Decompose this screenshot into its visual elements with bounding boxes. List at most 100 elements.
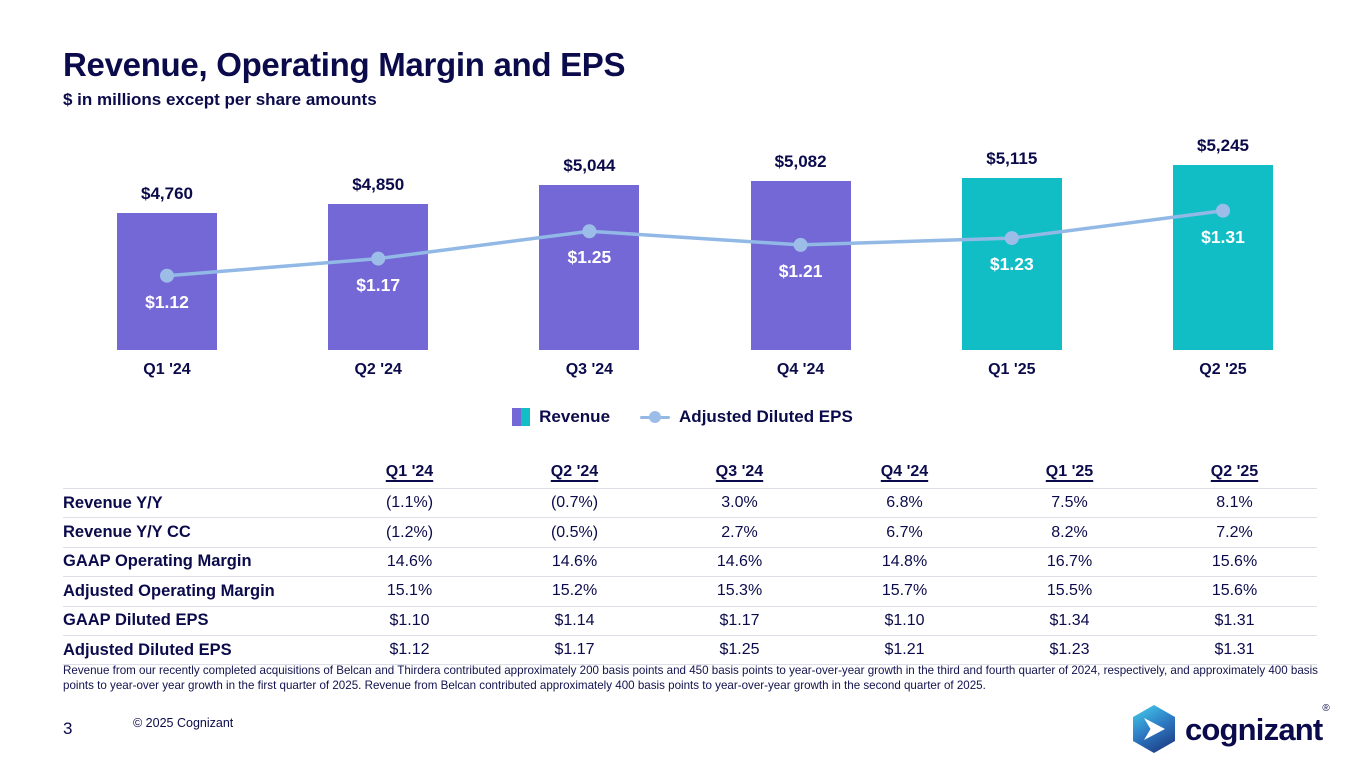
eps-line-marker-icon	[640, 410, 671, 424]
eps-line	[166, 208, 1224, 278]
revenue-value-label: $4,760	[141, 183, 193, 203]
eps-point	[1004, 231, 1019, 246]
chart-legend: Revenue Adjusted Diluted EPS	[0, 407, 1365, 427]
revenue-value-label: $5,082	[774, 152, 827, 172]
revenue-value-label: $4,850	[352, 175, 405, 195]
eps-line-chart	[160, 203, 1230, 283]
table-value-cell: 2.7%	[721, 523, 758, 541]
table-value-cell: 15.1%	[386, 582, 433, 600]
chart-bar	[961, 177, 1062, 350]
eps-point	[160, 268, 174, 283]
revenue-swatch-icon	[512, 408, 531, 426]
footnote: Revenue from our recently completed acqu…	[63, 664, 1318, 693]
legend-item-revenue: Revenue	[512, 407, 610, 427]
eps-point	[1216, 203, 1230, 218]
eps-point	[371, 251, 386, 266]
chart-bar	[328, 204, 429, 350]
cognizant-logo: cognizant®	[1131, 702, 1330, 754]
table-value-cell: 7.5%	[1051, 494, 1088, 512]
table-value-cell: $1.10	[884, 611, 925, 629]
table-value-cell: 15.3%	[716, 582, 763, 600]
x-axis-label: Q4 '24	[776, 361, 825, 378]
legend-item-eps: Adjusted Diluted EPS	[640, 407, 853, 427]
eps-value-label: $1.23	[989, 254, 1034, 275]
table-column-header: Q1 '25	[1045, 463, 1094, 480]
table-value-cell: 14.6%	[386, 552, 433, 570]
eps-value-label: $1.12	[145, 291, 189, 312]
table-value-cell: 8.2%	[1051, 523, 1088, 541]
revenue-value-label: $5,115	[986, 148, 1038, 168]
table-value-cell: 7.2%	[1216, 523, 1253, 541]
table-row: Adjusted Diluted EPS $1.12 $1.17 $1.25 $1.21…	[63, 634, 1317, 666]
x-axis-label: Q2 '24	[354, 361, 402, 378]
table-column-header: Q1 '24	[385, 463, 434, 480]
table-value-cell: $1.17	[554, 641, 595, 659]
page-subtitle: $ in millions except per share amounts	[63, 90, 377, 109]
table-row: Revenue Y/Y (1.1%) (0.7%) 3.0% 6.8% 7.5% 8.1%	[63, 488, 1317, 517]
eps-point	[793, 237, 808, 252]
x-axis-label: Q1 '24	[143, 361, 191, 378]
table-value-cell: 14.6%	[716, 552, 763, 570]
revenue-value-label: $5,245	[1197, 135, 1249, 155]
table-row-label: Revenue Y/Y CC	[63, 523, 191, 542]
table-value-cell: $1.21	[884, 641, 925, 659]
revenue-eps-chart: $4,760 $1.12 Q1 '24 $4,850 $1.17 Q2 '24 $5,044…	[0, 130, 1365, 392]
table-row: GAAP Diluted EPS $1.10 $1.14 $1.17 $1.10 $1.3…	[63, 605, 1317, 635]
eps-value-label: $1.25	[567, 247, 612, 268]
table-value-cell: (0.7%)	[550, 494, 599, 512]
table-value-cell: $1.12	[389, 641, 430, 659]
table-value-cell: $1.10	[389, 611, 430, 629]
registered-mark: ®	[1322, 702, 1329, 714]
table-value-cell: 15.7%	[881, 582, 928, 600]
table-value-cell: 8.1%	[1216, 494, 1253, 512]
table-value-cell: $1.23	[1049, 641, 1090, 659]
x-axis-label: Q3 '24	[565, 361, 614, 378]
table-value-cell: 6.8%	[886, 494, 923, 512]
table-value-cell: (0.5%)	[550, 523, 599, 541]
copyright: © 2025 Cognizant	[133, 716, 234, 730]
table-value-cell: (1.1%)	[385, 494, 434, 512]
table-column-header: Q3 '24	[715, 463, 764, 480]
table-value-cell: $1.31	[1214, 641, 1255, 659]
cognizant-hexagon-icon	[1132, 705, 1175, 753]
table-row-label: Adjusted Operating Margin	[63, 581, 275, 600]
x-axis-label: Q2 '25	[1199, 361, 1247, 378]
chart-bar	[1173, 164, 1273, 350]
table-value-cell: (1.2%)	[385, 523, 434, 541]
legend-label-eps: Adjusted Diluted EPS	[679, 407, 853, 426]
table-value-cell: 16.7%	[1046, 552, 1093, 570]
table-value-cell: $1.31	[1214, 611, 1255, 629]
table-value-cell: 14.8%	[881, 552, 928, 570]
table-value-cell: $1.17	[719, 611, 760, 629]
table-row-label: Adjusted Diluted EPS	[63, 640, 232, 659]
metrics-table: Q1 '24 Q2 '24 Q3 '24 Q4 '24 Q1 '25 Q2 '25 Reve…	[63, 456, 1317, 666]
x-axis-label: Q1 '25	[988, 361, 1036, 378]
table-value-cell: $1.34	[1049, 611, 1090, 629]
revenue-value-label: $5,044	[563, 155, 616, 175]
table-column-header: Q2 '24	[550, 463, 599, 480]
table-value-cell: 6.7%	[886, 523, 923, 541]
eps-value-label: $1.17	[356, 274, 401, 295]
chart-bar	[750, 181, 851, 350]
table-row-label: GAAP Operating Margin	[63, 552, 252, 571]
table-value-cell: 3.0%	[721, 494, 758, 512]
table-value-cell: 15.6%	[1211, 582, 1258, 600]
eps-value-label: $1.31	[1201, 226, 1245, 247]
table-value-cell: 15.6%	[1211, 552, 1258, 570]
table-row: Adjusted Operating Margin 15.1% 15.2% 15.3%…	[63, 576, 1317, 605]
chart-bar	[539, 184, 640, 350]
eps-value-label: $1.21	[778, 260, 823, 281]
cognizant-wordmark: cognizant®	[1184, 702, 1330, 747]
table-column-header: Q4 '24	[880, 463, 929, 480]
table-row-label: GAAP Diluted EPS	[63, 611, 209, 630]
table-value-cell: 15.5%	[1046, 582, 1093, 600]
page-title: Revenue, Operating Margin and EPS	[63, 46, 626, 83]
table-column-header: Q2 '25	[1210, 463, 1259, 480]
page-number: 3	[63, 719, 73, 738]
table-value-cell: 15.2%	[551, 582, 598, 600]
table-header-row: Q1 '24 Q2 '24 Q3 '24 Q4 '24 Q1 '25 Q2 '25	[63, 456, 1317, 488]
table-value-cell: 14.6%	[551, 552, 598, 570]
legend-label-revenue: Revenue	[539, 407, 611, 426]
table-row: GAAP Operating Margin 14.6% 14.6% 14.6% 14.8…	[63, 546, 1317, 576]
